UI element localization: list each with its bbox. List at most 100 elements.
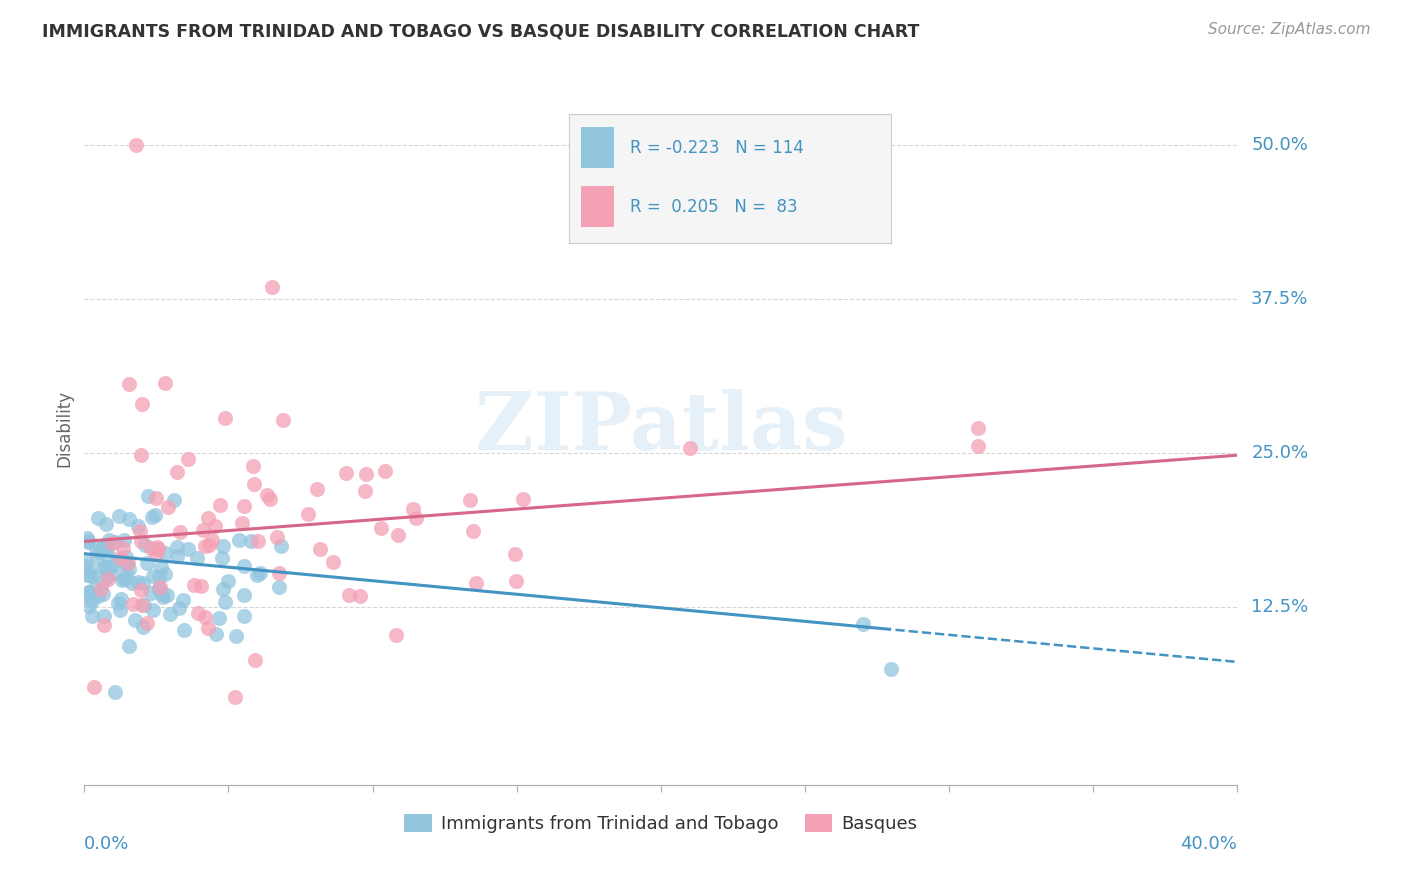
Y-axis label: Disability: Disability bbox=[55, 390, 73, 467]
Point bbox=[110, 592, 132, 607]
Point bbox=[233, 588, 256, 602]
Point bbox=[132, 620, 155, 634]
Point bbox=[166, 541, 188, 555]
Point bbox=[211, 551, 233, 566]
Point bbox=[322, 555, 344, 569]
Point bbox=[73, 559, 96, 574]
Point bbox=[125, 138, 148, 153]
Point bbox=[204, 518, 226, 533]
Point bbox=[115, 549, 138, 564]
Point bbox=[142, 603, 165, 617]
Text: 0.0%: 0.0% bbox=[84, 835, 129, 853]
Text: IMMIGRANTS FROM TRINIDAD AND TOBAGO VS BASQUE DISABILITY CORRELATION CHART: IMMIGRANTS FROM TRINIDAD AND TOBAGO VS B… bbox=[42, 22, 920, 40]
Point bbox=[121, 576, 143, 591]
Point bbox=[101, 567, 124, 582]
Point bbox=[309, 542, 332, 557]
Point bbox=[129, 582, 152, 597]
Point bbox=[93, 539, 115, 553]
Point bbox=[129, 533, 152, 548]
Point bbox=[134, 538, 156, 552]
Point bbox=[335, 466, 357, 480]
Point bbox=[243, 653, 266, 667]
Point bbox=[127, 575, 149, 590]
Point bbox=[259, 491, 281, 506]
Point bbox=[212, 539, 235, 553]
Point bbox=[110, 554, 132, 568]
Point bbox=[76, 568, 98, 582]
Point bbox=[91, 561, 114, 575]
Point bbox=[512, 491, 534, 506]
Point bbox=[118, 639, 141, 653]
Point bbox=[208, 498, 231, 512]
Point bbox=[852, 617, 875, 632]
Point bbox=[967, 421, 990, 435]
Point bbox=[232, 499, 254, 513]
Point bbox=[152, 590, 174, 604]
Point bbox=[98, 560, 121, 574]
Point bbox=[401, 501, 423, 516]
Point bbox=[169, 524, 191, 539]
Point bbox=[83, 680, 105, 694]
Point bbox=[139, 541, 162, 556]
Point bbox=[149, 580, 172, 594]
Text: ZIPatlas: ZIPatlas bbox=[475, 389, 846, 467]
Point bbox=[86, 550, 108, 565]
Point bbox=[201, 533, 224, 547]
Point bbox=[87, 545, 110, 559]
Point bbox=[163, 493, 186, 508]
Point bbox=[231, 516, 253, 531]
Point bbox=[104, 685, 127, 699]
Point bbox=[243, 477, 266, 491]
Point bbox=[93, 574, 115, 589]
Point bbox=[96, 517, 118, 532]
Point bbox=[246, 568, 269, 582]
Point bbox=[166, 549, 188, 563]
Point bbox=[112, 533, 135, 547]
Point bbox=[156, 589, 179, 603]
Point bbox=[190, 579, 212, 593]
Point bbox=[117, 556, 139, 570]
Point bbox=[212, 582, 235, 596]
Point bbox=[405, 510, 427, 524]
Point bbox=[239, 534, 262, 549]
Point bbox=[225, 629, 247, 643]
Point bbox=[194, 610, 217, 624]
Legend: Immigrants from Trinidad and Tobago, Basques: Immigrants from Trinidad and Tobago, Bas… bbox=[398, 806, 925, 840]
Point bbox=[187, 606, 209, 620]
Point bbox=[214, 411, 236, 425]
Point bbox=[82, 609, 104, 624]
Point bbox=[76, 535, 98, 549]
Point bbox=[267, 580, 290, 594]
Point bbox=[260, 279, 283, 293]
Point bbox=[679, 442, 702, 456]
Point bbox=[104, 534, 127, 549]
Point bbox=[232, 609, 254, 624]
Point bbox=[461, 524, 484, 538]
Point bbox=[77, 585, 100, 599]
Point bbox=[96, 541, 118, 556]
Point bbox=[197, 510, 219, 524]
Point bbox=[90, 582, 112, 596]
Point bbox=[132, 575, 155, 590]
Point bbox=[114, 566, 136, 581]
Point bbox=[77, 534, 100, 549]
Text: Source: ZipAtlas.com: Source: ZipAtlas.com bbox=[1208, 22, 1371, 37]
Point bbox=[93, 587, 115, 601]
Point bbox=[349, 589, 371, 603]
Point bbox=[114, 572, 136, 586]
Point bbox=[82, 569, 104, 583]
Point bbox=[270, 539, 292, 553]
Point bbox=[242, 458, 264, 473]
Point bbox=[110, 551, 132, 566]
Point bbox=[79, 568, 101, 582]
Point bbox=[93, 540, 115, 554]
Point bbox=[135, 556, 157, 570]
Point bbox=[191, 523, 214, 537]
Point bbox=[86, 510, 108, 524]
Point bbox=[267, 566, 290, 581]
Point bbox=[145, 491, 167, 505]
Point bbox=[183, 578, 205, 592]
Point bbox=[108, 509, 131, 524]
Point bbox=[166, 465, 188, 479]
Point bbox=[101, 536, 124, 550]
